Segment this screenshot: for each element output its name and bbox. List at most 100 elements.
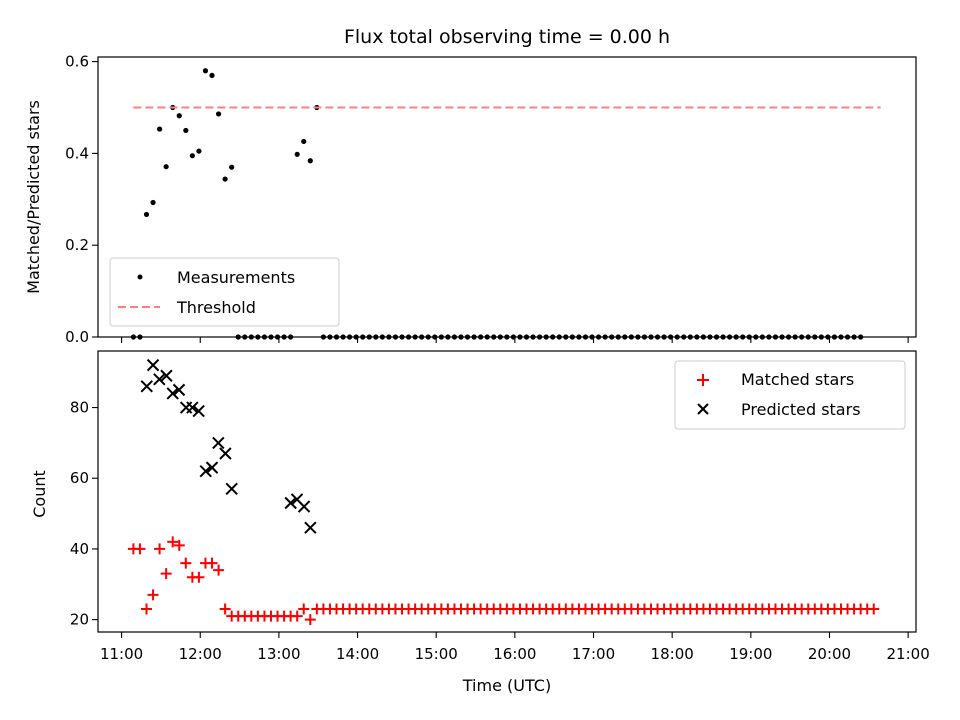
measurements-point xyxy=(288,334,294,340)
measurements-point xyxy=(628,334,634,340)
x-tick-label: 20:00 xyxy=(808,645,851,663)
measurements-point xyxy=(261,334,268,340)
measurements-point xyxy=(825,334,831,340)
measurements-point xyxy=(727,334,733,340)
matched-stars-point xyxy=(298,603,310,615)
measurements-point xyxy=(740,334,746,340)
counts-y-ticks: 20 40 60 80 xyxy=(70,399,98,629)
measurements-point xyxy=(445,334,451,340)
measurements-point xyxy=(373,334,379,340)
measurements-point xyxy=(235,334,241,340)
predicted-stars-point xyxy=(192,404,205,418)
predicted-stars-point xyxy=(160,369,173,382)
y-tick-label: 0.0 xyxy=(65,328,89,346)
measurements-point xyxy=(831,334,838,340)
measurements-point xyxy=(694,334,700,340)
measurements-point xyxy=(733,334,739,340)
measurements-point xyxy=(504,334,510,340)
matched-stars-point xyxy=(167,536,179,548)
matched-stars-point xyxy=(868,603,880,615)
measurements-point xyxy=(851,334,857,340)
measurements-point xyxy=(484,334,490,340)
measurements-point xyxy=(550,334,556,340)
predicted-stars-point xyxy=(199,464,212,478)
predicted-stars-point xyxy=(212,436,225,450)
predicted-stars-point xyxy=(225,482,238,496)
measurements-point xyxy=(242,334,248,340)
measurements-point xyxy=(360,334,366,340)
measurements-point xyxy=(838,334,844,340)
measurements-point xyxy=(713,334,720,340)
predicted-stars-point xyxy=(172,383,186,397)
predicted-stars-point xyxy=(153,373,166,386)
counts-plot-frame xyxy=(97,350,917,633)
predicted-stars-point xyxy=(297,500,311,513)
counts-series xyxy=(127,358,880,626)
measurements-point xyxy=(576,334,582,340)
measurements-point xyxy=(294,151,300,157)
x-tick-label: 14:00 xyxy=(336,645,379,663)
measurements-point xyxy=(668,334,674,340)
measurements-point xyxy=(347,334,353,340)
measurements-point xyxy=(386,334,392,340)
x-tick-label: 16:00 xyxy=(493,645,536,663)
measurements-point xyxy=(523,334,530,340)
measurements-point xyxy=(589,334,595,340)
y-tick-label: 0.4 xyxy=(65,144,89,162)
measurements-point xyxy=(130,334,136,340)
matched-stars-point xyxy=(147,589,159,601)
measurements-point xyxy=(510,334,517,340)
x-tick-label: 21:00 xyxy=(887,645,930,663)
measurements-point xyxy=(720,334,726,340)
measurements-point xyxy=(700,334,707,340)
measurements-point xyxy=(799,334,805,340)
y-tick-label: 20 xyxy=(70,611,89,629)
ratio-panel: 0.0 0.2 0.4 0.6 Matched/Predicted stars Mea… xyxy=(24,53,917,346)
measurements-point xyxy=(143,211,150,218)
matched-stars-point xyxy=(206,557,218,569)
measurements-point xyxy=(478,334,484,340)
measurements-point xyxy=(687,334,693,340)
matched-stars-point xyxy=(219,603,231,615)
measurements-point xyxy=(766,334,772,340)
counts-legend: Matched stars Predicted stars xyxy=(674,360,906,430)
counts-legend-box xyxy=(674,360,906,430)
matched-stars-point xyxy=(193,571,205,583)
measurements-point xyxy=(812,334,818,340)
measurements-point xyxy=(517,334,523,340)
measurements-legend-marker xyxy=(137,274,143,280)
measurements-point xyxy=(674,334,680,340)
predicted-stars-point xyxy=(140,380,153,393)
measurements-point xyxy=(425,334,431,340)
measurements-point xyxy=(176,113,182,119)
measurements-point xyxy=(602,334,608,340)
measurements-point xyxy=(491,334,497,340)
matched-stars-point xyxy=(304,614,316,626)
measurements-point xyxy=(622,334,628,340)
measurements-point xyxy=(648,334,654,340)
measurements-point xyxy=(281,334,287,340)
measurements-point xyxy=(248,334,254,340)
y-tick-label: 0.2 xyxy=(65,236,89,254)
counts-y-axis-label: Count xyxy=(30,470,49,518)
ratio-legend-box xyxy=(109,257,340,327)
x-tick-label: 18:00 xyxy=(651,645,694,663)
predicted-stars-point xyxy=(219,447,232,460)
measurements-point xyxy=(563,334,569,340)
predicted-stars-point xyxy=(166,387,179,400)
ratio-legend: Measurements Threshold xyxy=(109,257,340,327)
matched-stars-legend-marker xyxy=(697,374,709,386)
matched-stars-point xyxy=(180,557,192,569)
measurements-point xyxy=(654,334,661,340)
measurements-point xyxy=(202,68,209,74)
x-tick-label: 11:00 xyxy=(100,645,143,663)
predicted-stars-legend-label: Predicted stars xyxy=(741,400,861,419)
measurements-point xyxy=(569,334,575,340)
measurements-point xyxy=(353,334,359,340)
measurements-point xyxy=(229,164,235,170)
measurements-point xyxy=(366,334,372,340)
measurements-point xyxy=(196,148,202,154)
measurements-point xyxy=(635,334,641,340)
predicted-stars-point xyxy=(304,521,317,534)
